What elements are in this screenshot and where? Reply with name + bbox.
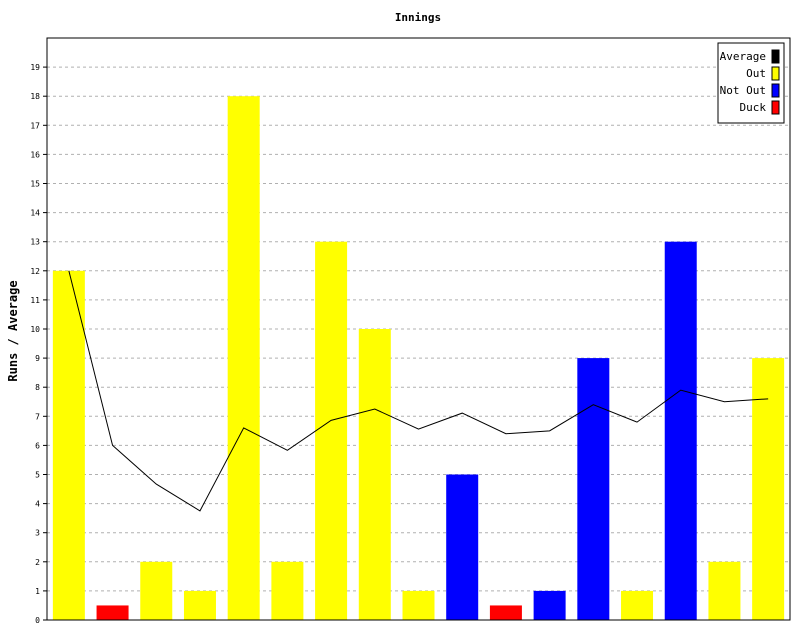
plot-frame — [46, 37, 791, 621]
bar-not-out — [446, 474, 479, 620]
y-tick-label: 0 — [35, 616, 40, 625]
legend: Average Out Not Out Duck — [717, 42, 785, 124]
y-tick-label: 2 — [35, 558, 40, 567]
y-tick-label: 5 — [35, 471, 40, 480]
bar-out — [752, 358, 785, 620]
bar-not-out — [533, 590, 566, 620]
y-tick-label: 11 — [30, 296, 40, 305]
average-line — [68, 270, 769, 512]
y-tick-label: 1 — [35, 587, 40, 596]
bar-out — [52, 270, 85, 620]
bar-out — [358, 329, 391, 620]
y-axis-label: Runs / Average — [6, 280, 20, 381]
bar-out — [402, 590, 435, 620]
bar-duck — [489, 605, 522, 620]
legend-label: Duck — [740, 101, 767, 114]
y-tick-label: 19 — [30, 63, 40, 72]
legend-label: Out — [746, 67, 766, 80]
average-line-group — [68, 270, 769, 512]
bar-out — [271, 561, 304, 620]
legend-swatch — [771, 66, 780, 81]
y-tick-label: 7 — [35, 412, 40, 421]
chart-title: Innings — [395, 11, 441, 24]
y-tick-label: 4 — [35, 500, 40, 509]
bar-out — [621, 590, 654, 620]
bar-duck — [96, 605, 129, 620]
legend-swatch — [771, 83, 780, 98]
y-tick-label: 3 — [35, 529, 40, 538]
y-tick-label: 18 — [30, 92, 40, 101]
bar-not-out — [664, 241, 697, 620]
legend-label: Average — [720, 50, 766, 63]
y-tick-label: 10 — [30, 325, 40, 334]
y-tick-label: 12 — [30, 267, 40, 276]
bars — [52, 96, 785, 620]
legend-label: Not Out — [720, 84, 766, 97]
legend-swatch — [771, 49, 780, 64]
y-tick-label: 6 — [35, 441, 40, 450]
y-tick-label: 13 — [30, 238, 40, 247]
y-tick-label: 17 — [30, 121, 40, 130]
y-tick-label: 14 — [30, 209, 40, 218]
bar-out — [183, 590, 216, 620]
bar-out — [227, 96, 260, 620]
y-tick-label: 15 — [30, 180, 40, 189]
legend-swatch — [771, 100, 780, 115]
y-tick-label: 9 — [35, 354, 40, 363]
y-tick-label: 16 — [30, 150, 40, 159]
y-tick-label: 8 — [35, 383, 40, 392]
bar-out — [140, 561, 173, 620]
bar-out — [315, 241, 348, 620]
bar-out — [708, 561, 741, 620]
bar-not-out — [577, 358, 610, 620]
